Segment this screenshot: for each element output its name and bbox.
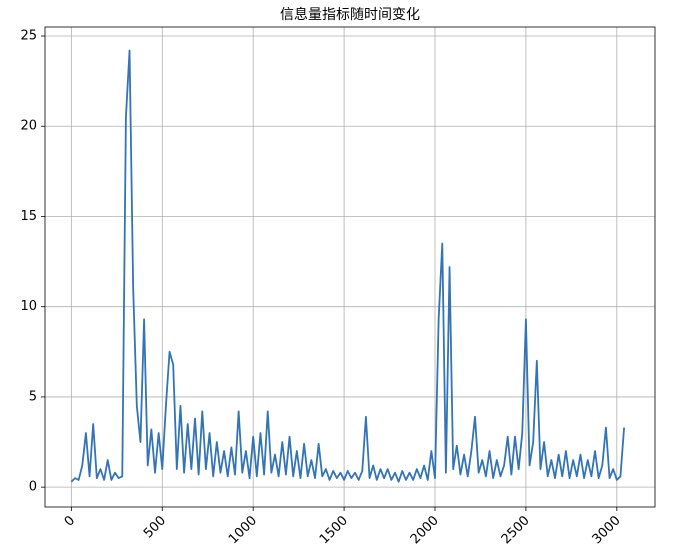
y-tick-label: 15 <box>20 209 37 224</box>
x-tick-label: 3000 <box>590 513 624 547</box>
plot-frame <box>44 26 656 508</box>
x-tick-label: 2000 <box>408 513 442 547</box>
x-tick-label: 1500 <box>317 513 351 547</box>
y-tick-label: 25 <box>20 29 37 44</box>
x-tick-label: 2500 <box>499 513 533 547</box>
y-tick-label: 5 <box>29 389 37 404</box>
x-tick-label: 0 <box>62 513 78 529</box>
y-tick-label: 10 <box>20 299 37 314</box>
chart-title: 信息量指标随时间变化 <box>280 6 420 23</box>
x-tick-label: 500 <box>141 513 169 541</box>
y-tick-label: 20 <box>20 119 37 134</box>
data-line <box>70 49 625 483</box>
x-tick-label: 1000 <box>226 513 260 547</box>
y-tick-label: 0 <box>29 480 37 495</box>
